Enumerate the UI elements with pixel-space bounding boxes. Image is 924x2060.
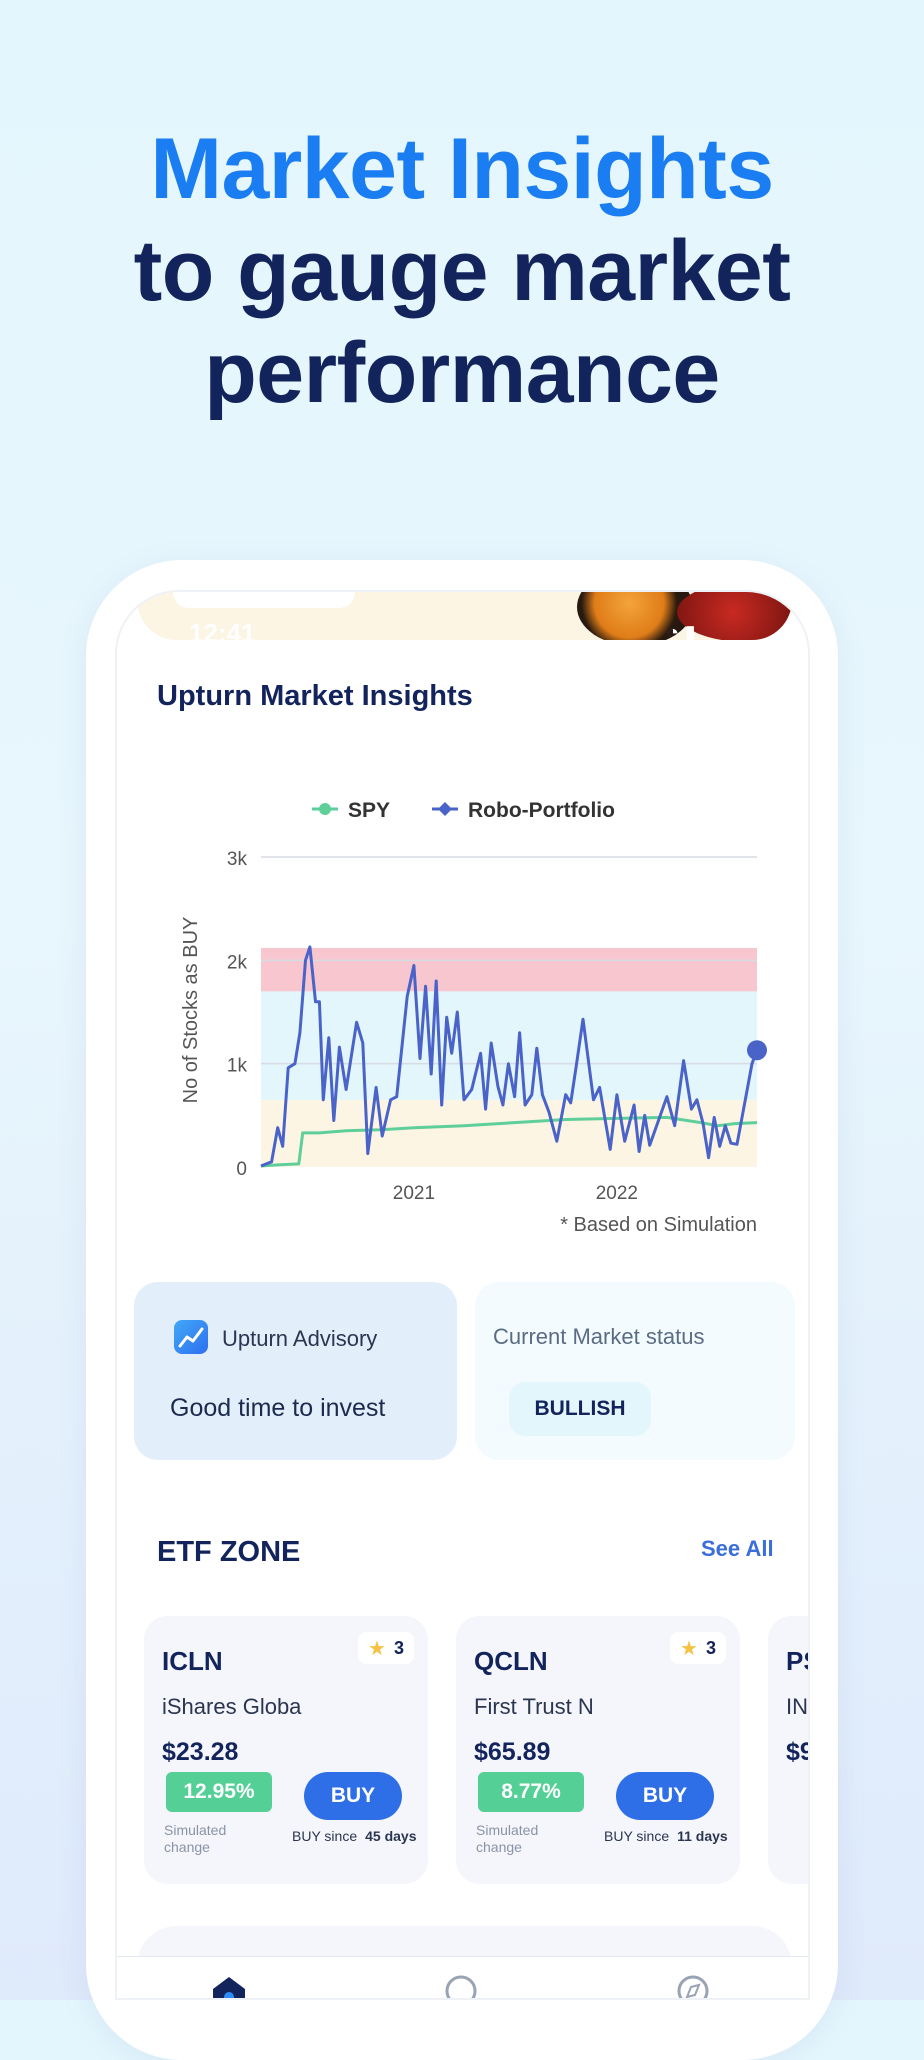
etf-rating-value: 3 [705,1637,716,1658]
y-axis-label: No of Stocks as BUY [180,917,202,1104]
etf-ticker: PS [786,1646,808,1676]
trend-chart-icon [174,1320,208,1354]
y-tick-label: 1k [227,1056,248,1077]
legend-label: SPY [348,799,390,822]
market-status-label: Current Market status [493,1324,705,1349]
market-status-card[interactable]: Current Market status BULLISH [475,1282,795,1460]
etf-rating-value: 3 [393,1637,404,1658]
x-tick-label: 2021 [393,1183,435,1204]
etf-change: 8.77% [478,1772,584,1812]
headline-line-2: to gauge market [133,223,791,319]
etf-rating: ★ 3 [358,1632,414,1664]
chart-footnote: * Based on Simulation [560,1214,757,1236]
etf-rating: ★ 3 [670,1632,726,1664]
etf-change: 12.95% [166,1772,272,1812]
advisory-text: Good time to invest [170,1394,386,1422]
etf-name: INV [786,1694,808,1719]
advisory-label: Upturn Advisory [222,1326,378,1351]
star-icon: ★ [680,1637,698,1660]
etf-card-partial[interactable]: PS INV $9 [768,1616,808,1884]
advisory-card[interactable]: Upturn Advisory Good time to invest [134,1282,457,1460]
etf-zone-title: ETF ZONE [157,1536,301,1568]
etf-card[interactable]: ICLN ★ 3 iShares Globa $23.28 12.95% Sim… [144,1616,428,1884]
legend-label: Robo-Portfolio [468,799,615,822]
headline-line-3: performance [204,325,720,421]
etf-price: $65.89 [474,1738,551,1766]
market-insights-chart: SPY Robo-Portfolio 0 1k 2k 3k 2021 2022 No of S… [157,747,777,1247]
chart-legend: SPY Robo-Portfolio [312,799,615,822]
x-tick-label: 2022 [596,1183,638,1204]
series-line-robo-portfolio [260,945,759,1168]
insights-title: Upturn Market Insights [157,680,473,712]
etf-buy-since: BUY since 45 days [292,1828,416,1844]
status-time: 12:41 [189,618,256,640]
wifi-icon: ◔ ▮ [667,622,696,640]
headline-line-1: Market Insights [150,121,774,217]
etf-name: iShares Globa [162,1694,302,1719]
chart-axes: 0 1k 2k 3k 2021 2022 No of Stocks as BUY * Base… [180,849,757,1236]
buy-button[interactable]: BUY [304,1772,402,1820]
last-point-marker [747,1040,767,1061]
status-bar: 12:41 ◔ ▮ [137,592,792,640]
headline: Market Insights to gauge market performa… [0,118,924,424]
decorative-image-2 [677,592,792,640]
decorative-image [577,592,693,640]
y-tick-label: 2k [227,952,248,973]
chart-svg: SPY Robo-Portfolio 0 1k 2k 3k 2021 2022 No of S… [180,799,767,1236]
etf-price: $9 [786,1738,808,1766]
etf-ticker: QCLN [474,1646,548,1676]
etf-buy-since-value: 45 days [365,1828,417,1844]
etf-buy-since-label: BUY since [292,1828,358,1844]
buy-button[interactable]: BUY [616,1772,714,1820]
legend-marker [438,802,452,816]
tab-bar [117,1956,808,1998]
etf-card[interactable]: QCLN ★ 3 First Trust N $65.89 8.77% Simu… [456,1616,740,1884]
legend-marker [319,803,331,815]
y-tick-label: 0 [236,1159,247,1180]
see-all-link[interactable]: See All [701,1536,774,1561]
y-tick-label: 3k [227,849,248,870]
etf-buy-since: BUY since 11 days [604,1828,728,1844]
etf-ticker: ICLN [162,1646,223,1676]
chart-band [261,947,757,992]
search-icon[interactable] [443,1973,483,1998]
app-screen: 12:41 ◔ ▮ Upturn Market Insights SPY Robo… [115,590,810,2000]
chart-band [261,1099,757,1167]
etf-name: First Trust N [474,1694,594,1719]
compass-icon[interactable] [673,1973,713,1998]
etf-buy-since-label: BUY since [604,1828,670,1844]
market-status-badge: BULLISH [509,1382,651,1436]
chart-bands [261,947,757,1167]
notch [173,592,355,608]
etf-change-label: Simulated change [164,1822,227,1855]
series-line-spy [260,1115,758,1168]
chart-series [260,945,767,1168]
etf-price: $23.28 [162,1738,239,1766]
star-icon: ★ [368,1637,386,1660]
etf-change-label: Simulated change [476,1822,539,1855]
etf-buy-since-value: 11 days [677,1828,728,1844]
home-icon[interactable] [209,1973,249,1998]
